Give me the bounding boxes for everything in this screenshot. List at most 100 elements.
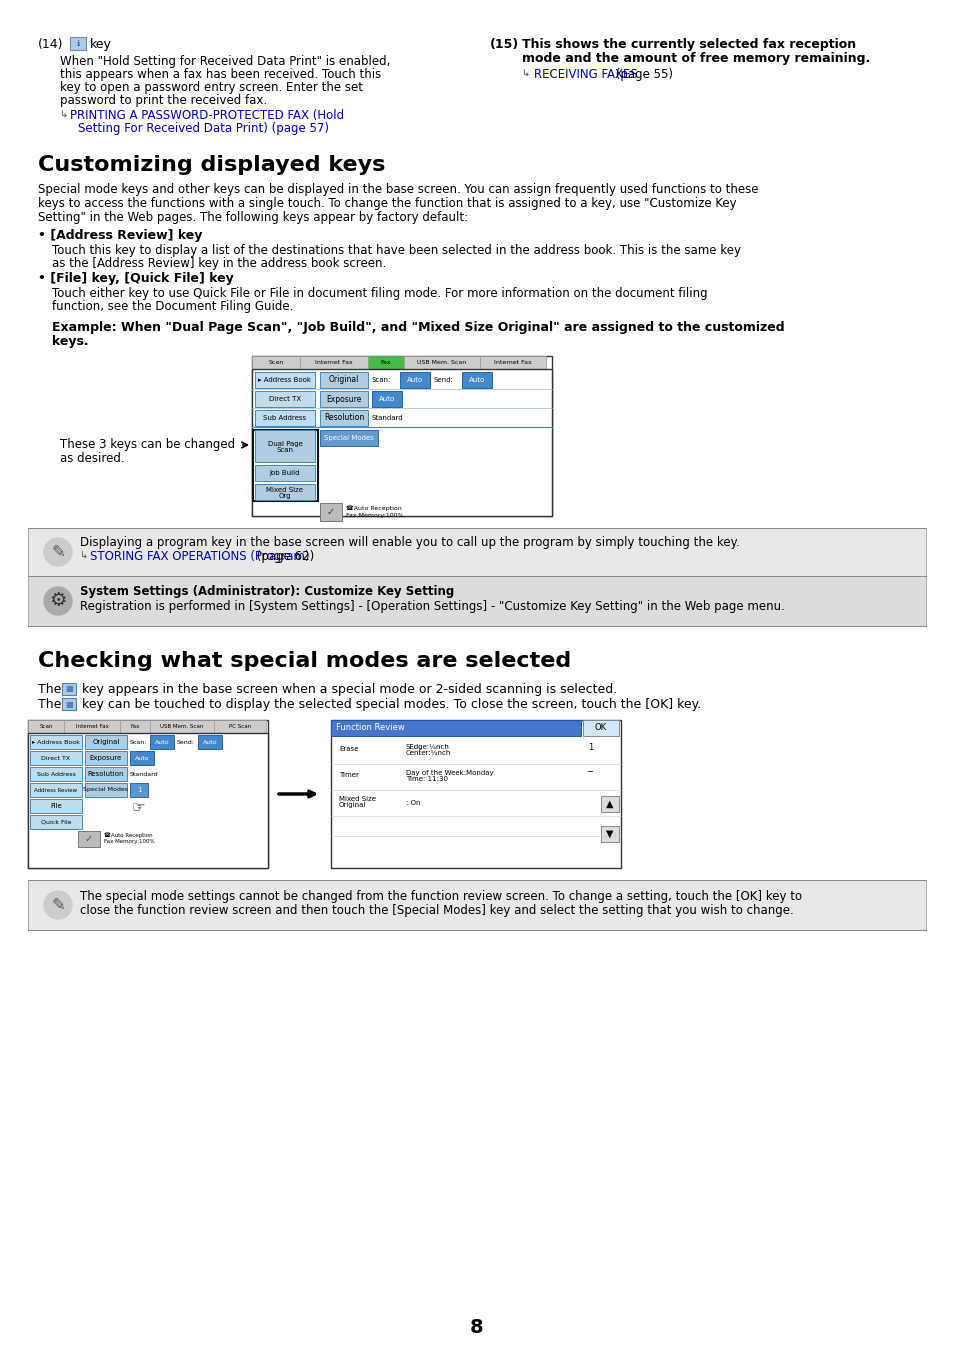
- Bar: [254, 465, 314, 481]
- Bar: [198, 735, 222, 748]
- Text: ↳: ↳: [521, 68, 530, 78]
- Bar: [299, 357, 368, 369]
- Text: USB Mem. Scan: USB Mem. Scan: [416, 359, 466, 365]
- Text: System Settings (Administrator): Customize Key Setting: System Settings (Administrator): Customi…: [80, 585, 454, 598]
- Text: Registration is performed in [System Settings] - [Operation Settings] - "Customi: Registration is performed in [System Set…: [80, 600, 784, 613]
- Text: ▦: ▦: [65, 700, 72, 708]
- Text: 1: 1: [587, 743, 593, 753]
- Text: The: The: [38, 698, 66, 711]
- Text: Scan:: Scan:: [130, 739, 147, 744]
- Bar: [254, 409, 314, 426]
- Circle shape: [44, 892, 71, 919]
- Text: ▸ Address Book: ▸ Address Book: [32, 739, 80, 744]
- Bar: [254, 430, 314, 462]
- Text: keys.: keys.: [52, 335, 89, 349]
- Bar: [252, 357, 552, 516]
- Bar: [85, 784, 127, 797]
- Text: Quick File: Quick File: [41, 820, 71, 824]
- Text: Displaying a program key in the base screen will enable you to call up the progr: Displaying a program key in the base scr…: [80, 536, 739, 549]
- Text: Time: 11:30: Time: 11:30: [406, 775, 448, 782]
- Text: Setting" in the Web pages. The following keys appear by factory default:: Setting" in the Web pages. The following…: [38, 211, 468, 224]
- Text: Org: Org: [278, 493, 291, 499]
- Text: Touch either key to use Quick File or File in document filing mode. For more inf: Touch either key to use Quick File or Fi…: [52, 286, 707, 300]
- Text: Direct TX: Direct TX: [41, 755, 71, 761]
- Text: • [Address Review] key: • [Address Review] key: [38, 230, 202, 242]
- Text: Special Modes: Special Modes: [84, 788, 129, 793]
- Text: Exposure: Exposure: [90, 755, 122, 761]
- Text: close the function review screen and then touch the [Special Modes] key and sele: close the function review screen and the…: [80, 904, 793, 917]
- Text: keys to access the functions with a single touch. To change the function that is: keys to access the functions with a sing…: [38, 197, 736, 209]
- Text: PRINTING A PASSWORD-PROTECTED FAX (Hold: PRINTING A PASSWORD-PROTECTED FAX (Hold: [70, 109, 344, 122]
- Text: Scan: Scan: [268, 359, 283, 365]
- Bar: [600, 825, 618, 842]
- Text: Internet Fax: Internet Fax: [75, 724, 109, 730]
- Text: Auto: Auto: [154, 739, 169, 744]
- Bar: [30, 751, 82, 765]
- Text: Example: When "Dual Page Scan", "Job Build", and "Mixed Size Original" are assig: Example: When "Dual Page Scan", "Job Bui…: [52, 322, 783, 334]
- Text: Erase: Erase: [338, 746, 358, 753]
- Bar: [403, 357, 479, 369]
- Text: Scan: Scan: [39, 724, 52, 730]
- Text: STORING FAX OPERATIONS (Program): STORING FAX OPERATIONS (Program): [90, 550, 309, 563]
- Bar: [252, 357, 299, 369]
- Text: Original: Original: [92, 739, 119, 744]
- Bar: [120, 720, 150, 734]
- Bar: [319, 430, 377, 446]
- Bar: [319, 409, 368, 426]
- Bar: [331, 720, 580, 736]
- Bar: [319, 372, 368, 388]
- Text: Timer: Timer: [338, 771, 358, 778]
- Bar: [150, 720, 213, 734]
- Bar: [78, 831, 100, 847]
- Bar: [30, 767, 82, 781]
- Text: ✎: ✎: [51, 543, 65, 561]
- Text: ⚙: ⚙: [50, 592, 67, 611]
- Text: function, see the Document Filing Guide.: function, see the Document Filing Guide.: [52, 300, 294, 313]
- Text: Auto: Auto: [134, 755, 150, 761]
- Bar: [28, 720, 64, 734]
- Text: (15): (15): [490, 38, 518, 51]
- Text: OK: OK: [595, 724, 606, 732]
- Bar: [582, 720, 618, 736]
- Text: ↳: ↳: [80, 550, 91, 561]
- Bar: [28, 576, 925, 626]
- Text: key can be touched to display the selected special modes. To close the screen, t: key can be touched to display the select…: [78, 698, 700, 711]
- Bar: [62, 698, 76, 711]
- Text: Fax: Fax: [131, 724, 139, 730]
- Text: Exposure: Exposure: [326, 394, 361, 404]
- Text: key to open a password entry screen. Enter the set: key to open a password entry screen. Ent…: [60, 81, 363, 95]
- Text: (page 55): (page 55): [612, 68, 672, 81]
- Text: Mixed Size: Mixed Size: [338, 796, 375, 802]
- Text: Standard: Standard: [130, 771, 158, 777]
- Text: When "Hold Setting for Received Data Print" is enabled,: When "Hold Setting for Received Data Pri…: [60, 55, 390, 68]
- Text: ✎: ✎: [51, 896, 65, 915]
- Bar: [319, 390, 368, 407]
- Text: ✓: ✓: [85, 834, 93, 844]
- Text: SEdge:¼nch: SEdge:¼nch: [406, 744, 450, 750]
- Text: Resolution: Resolution: [323, 413, 364, 423]
- Text: −: −: [585, 767, 593, 777]
- Bar: [28, 734, 268, 867]
- Circle shape: [44, 586, 71, 615]
- Text: Day of the Week:Monday: Day of the Week:Monday: [406, 770, 493, 775]
- Bar: [85, 751, 127, 765]
- Text: ✓: ✓: [327, 507, 335, 517]
- Bar: [368, 357, 403, 369]
- Bar: [70, 36, 86, 50]
- Text: These 3 keys can be changed: These 3 keys can be changed: [60, 438, 234, 451]
- Text: USB Mem. Scan: USB Mem. Scan: [160, 724, 204, 730]
- Bar: [254, 390, 314, 407]
- Text: Scan: Scan: [276, 447, 294, 453]
- Bar: [150, 735, 173, 748]
- Text: ☎Auto Reception: ☎Auto Reception: [104, 832, 152, 838]
- Text: Special mode keys and other keys can be displayed in the base screen. You can as: Special mode keys and other keys can be …: [38, 182, 758, 196]
- Bar: [30, 815, 82, 830]
- Bar: [399, 372, 430, 388]
- Text: Auto: Auto: [202, 739, 217, 744]
- Text: Sub Address: Sub Address: [36, 771, 75, 777]
- Text: ↳: ↳: [60, 109, 68, 119]
- Text: Resolution: Resolution: [88, 771, 124, 777]
- Text: Center:¼nch: Center:¼nch: [406, 750, 451, 757]
- Bar: [130, 784, 148, 797]
- Text: RECEIVING FAXES: RECEIVING FAXES: [534, 68, 638, 81]
